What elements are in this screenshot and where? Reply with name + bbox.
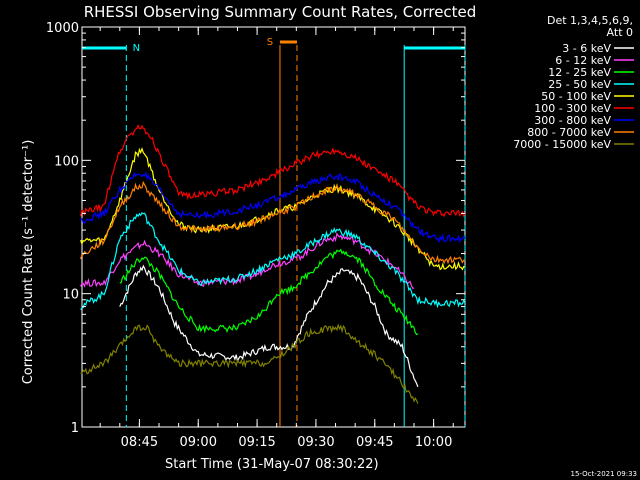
legend-label-2: 12 - 25 keV: [548, 66, 611, 79]
bar-label-S: S: [267, 37, 273, 48]
x-tick-label: 09:15: [238, 435, 275, 450]
series-line-3: [80, 212, 466, 310]
x-tick-label: 09:45: [356, 435, 393, 450]
series-line-1: [80, 232, 415, 289]
y-axis-label: Corrected Count Rate (s⁻¹ detector⁻¹): [21, 140, 36, 385]
legend-label-7: 800 - 7000 keV: [527, 126, 611, 139]
series-line-0: [119, 264, 419, 388]
legend-label-3: 25 - 50 keV: [548, 78, 611, 91]
series-line-2: [119, 248, 419, 336]
bar-label-N: N: [133, 43, 140, 54]
legend-label-1: 6 - 12 keV: [555, 54, 611, 67]
x-tick-label: 08:45: [121, 435, 158, 450]
legend-label-8: 7000 - 15000 keV: [513, 138, 611, 151]
y-tick-label: 100: [54, 154, 79, 169]
y-tick-label: 10: [62, 288, 79, 303]
footer-timestamp: 15-Oct-2021 09:33: [571, 470, 637, 478]
attenuator-bars: NS: [82, 37, 465, 54]
x-tick-label: 09:00: [180, 435, 217, 450]
y-tick-label: 1: [71, 421, 79, 436]
legend-label-5: 100 - 300 keV: [534, 102, 611, 115]
time-markers: [125, 45, 466, 427]
series-line-7: [80, 180, 466, 265]
y-tick-label: 1000: [46, 21, 79, 36]
x-tick-label: 10:00: [415, 435, 452, 450]
legend-header-line-1: Det 1,3,4,5,6,9,: [547, 14, 633, 27]
legend-label-6: 300 - 800 keV: [534, 114, 611, 127]
series-line-8: [80, 323, 419, 404]
y-axis: 1 10 100 1000: [46, 21, 465, 436]
legend-header-line-2: Att 0: [607, 26, 633, 39]
legend-label-0: 3 - 6 keV: [562, 42, 611, 55]
x-axis-label: Start Time (31-May-07 08:30:22): [165, 457, 379, 472]
series-line-5: [80, 124, 466, 218]
series-line-6: [80, 171, 466, 244]
legend-label-4: 50 - 100 keV: [541, 90, 611, 103]
x-tick-label: 09:30: [297, 435, 334, 450]
chart-title: RHESSI Observing Summary Count Rates, Co…: [84, 3, 477, 21]
series-lines: [80, 124, 466, 404]
x-axis: 08:45 09:00 09:15 09:30 09:45 10:00: [99, 27, 454, 450]
